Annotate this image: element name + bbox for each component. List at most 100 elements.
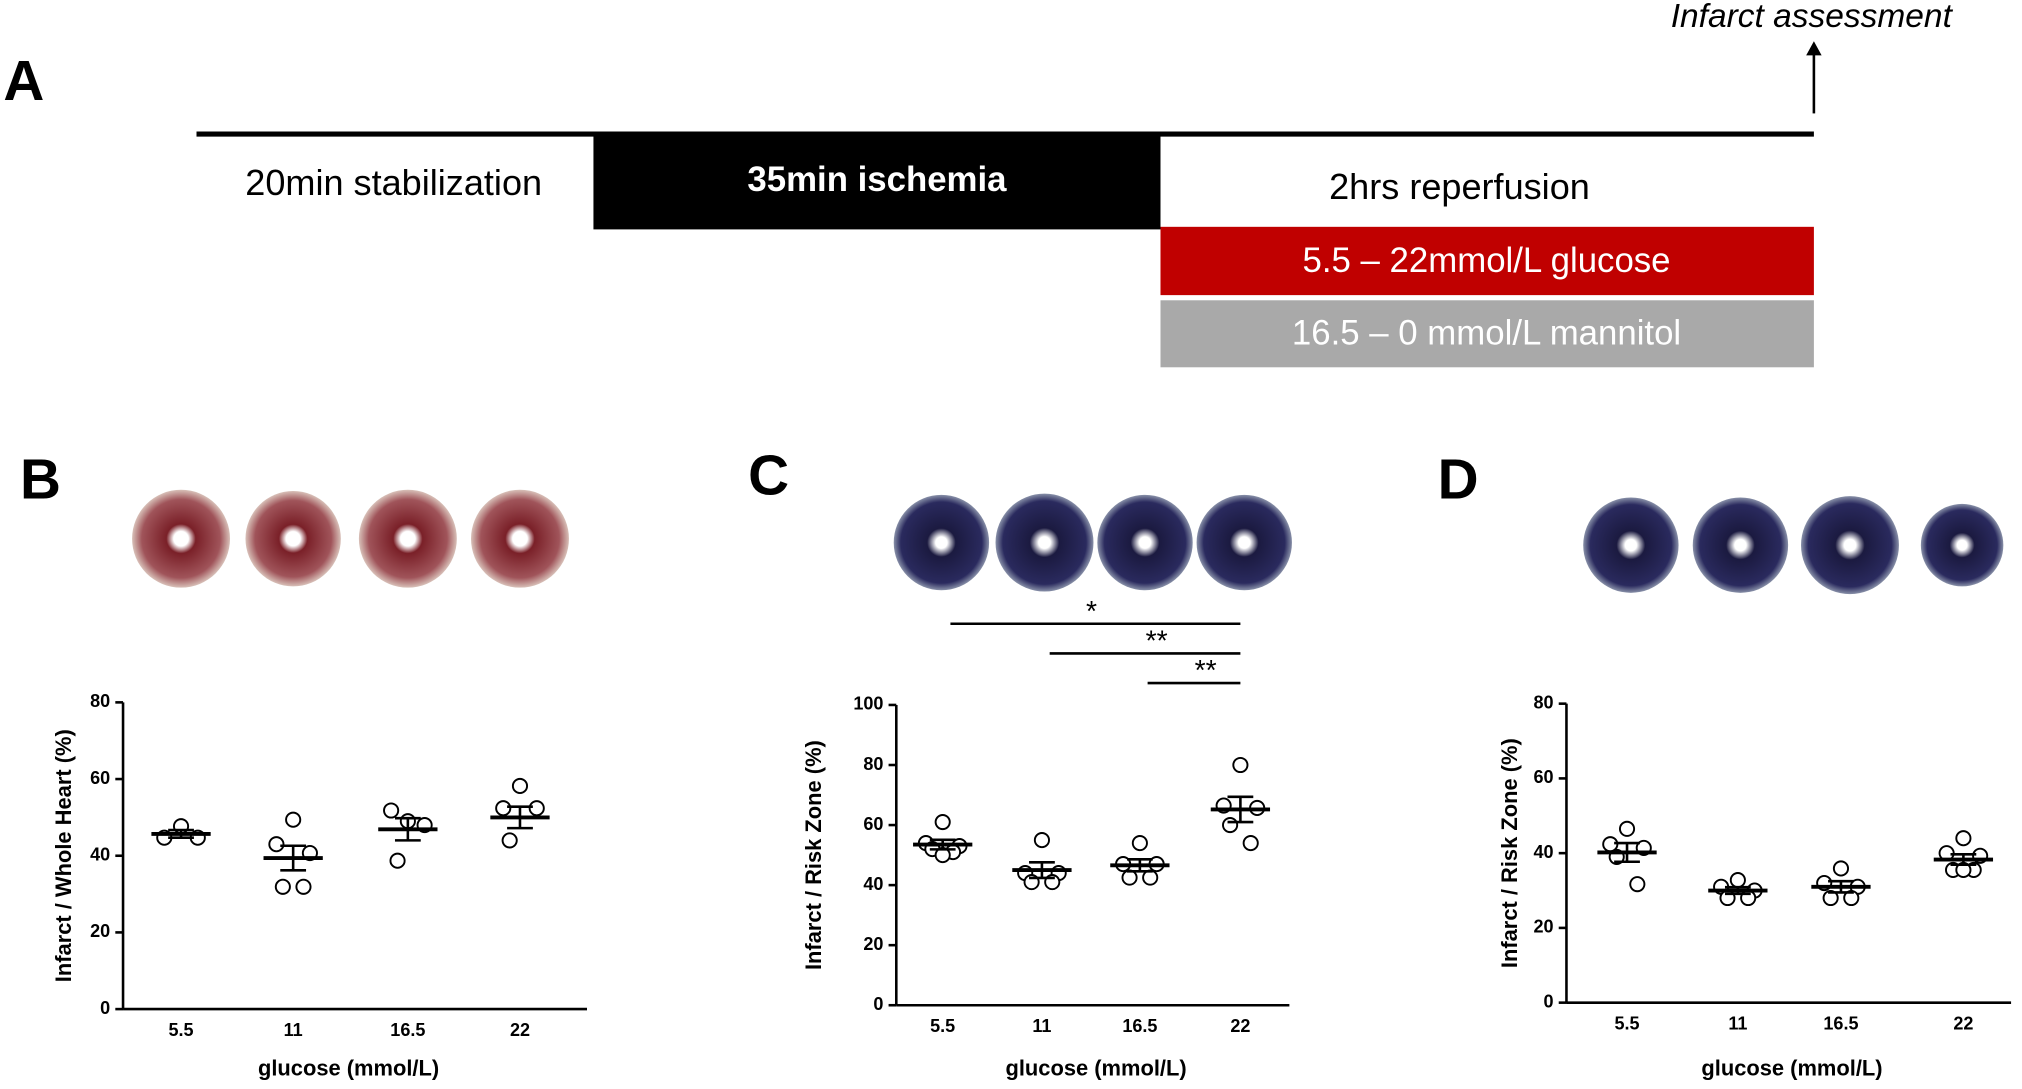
x-tick-label: 5.5	[169, 1020, 194, 1040]
x-tick-label: 22	[1230, 1016, 1250, 1036]
x-tick-label: 16.5	[1122, 1016, 1157, 1036]
y-tick-label: 100	[853, 694, 883, 714]
significance-label: *	[1086, 596, 1097, 628]
heart-slice	[1583, 497, 1679, 593]
y-tick-label: 0	[873, 994, 883, 1014]
x-tick-label: 5.5	[930, 1016, 955, 1036]
y-axis-label: Infarct / Whole Heart (%)	[51, 729, 76, 982]
endpoint-label: Infarct assessment	[1671, 0, 1954, 35]
data-point	[389, 852, 406, 869]
ischemia-box	[593, 134, 1161, 230]
heart-slice	[893, 494, 990, 591]
data-point	[1832, 860, 1850, 877]
condition-label: 5.5 – 22mmol/L glucose	[1303, 242, 1671, 280]
phase-label: 20min stabilization	[245, 162, 542, 203]
heart-slice	[1196, 494, 1292, 591]
x-axis-label: glucose (mmol/L)	[1701, 1055, 1882, 1080]
x-tick-label: 11	[284, 1020, 303, 1040]
y-tick-label: 40	[90, 845, 110, 865]
data-point	[1131, 835, 1148, 852]
panel-label: D	[1438, 448, 1479, 511]
heart-slice	[132, 489, 231, 588]
y-tick-label: 20	[90, 921, 110, 941]
x-tick-label: 22	[510, 1020, 530, 1040]
glucose-box	[1160, 226, 1814, 296]
y-axis-label: Infarct / Risk Zone (%)	[801, 740, 826, 970]
heart-slice	[1692, 497, 1789, 593]
x-tick-label: 16.5	[390, 1020, 425, 1040]
data-point	[295, 878, 312, 895]
arrow-head	[1806, 41, 1822, 56]
significance-label: **	[1146, 626, 1168, 658]
data-point	[1955, 830, 1972, 847]
y-axis-label: Infarct / Risk Zone (%)	[1497, 738, 1522, 968]
y-tick-label: 40	[863, 874, 883, 894]
x-tick-label: 16.5	[1823, 1013, 1858, 1033]
x-axis-label: glucose (mmol/L)	[258, 1055, 439, 1080]
y-tick-label: 0	[100, 998, 110, 1018]
data-point	[501, 832, 518, 849]
phase-label: 2hrs reperfusion	[1329, 166, 1590, 207]
y-tick-label: 0	[1544, 991, 1554, 1011]
x-tick-label: 11	[1728, 1013, 1747, 1033]
x-axis-label: glucose (mmol/L)	[1005, 1055, 1186, 1080]
error-bar	[1227, 795, 1254, 824]
data-point	[383, 802, 400, 819]
panel-label: C	[748, 444, 789, 507]
error-bar	[1950, 852, 1977, 867]
y-tick-label: 20	[863, 934, 883, 954]
heart-slice	[1097, 494, 1193, 591]
error-bar	[280, 844, 307, 872]
data-point	[1142, 869, 1159, 886]
condition-label: 16.5 – 0 mmol/L mannitol	[1292, 314, 1681, 352]
error-bar	[394, 816, 421, 842]
error-bar	[507, 805, 533, 830]
error-bar	[1828, 879, 1854, 894]
data-point	[268, 836, 285, 853]
y-tick-label: 60	[90, 768, 110, 788]
data-point	[1222, 817, 1239, 834]
y-tick-label: 80	[863, 754, 883, 774]
heart-slice	[1801, 496, 1899, 595]
error-bar	[168, 828, 194, 840]
data-point	[1242, 835, 1259, 852]
error-bar	[1126, 858, 1153, 873]
heart-images	[132, 489, 2004, 595]
data-point	[1121, 869, 1138, 886]
data-point	[1729, 872, 1746, 889]
data-point	[511, 777, 529, 795]
data-point	[495, 800, 512, 817]
x-tick-label: 22	[1953, 1013, 1973, 1033]
y-tick-label: 60	[863, 814, 883, 834]
significance-label: **	[1195, 655, 1217, 687]
data-point	[934, 814, 951, 831]
y-tick-label: 60	[1534, 767, 1554, 787]
data-point	[1033, 832, 1050, 849]
heart-slice	[995, 493, 1094, 592]
y-tick-label: 20	[1534, 917, 1554, 937]
data-point	[285, 811, 302, 828]
heart-slice	[1920, 503, 2004, 587]
panel-label: B	[20, 448, 61, 511]
data-point	[1629, 876, 1646, 893]
x-tick-label: 11	[1032, 1016, 1051, 1036]
data-point	[1618, 820, 1636, 837]
mannitol-box	[1160, 300, 1814, 368]
heart-slice	[358, 489, 457, 588]
panel-label: A	[3, 50, 44, 113]
y-tick-label: 80	[90, 691, 110, 711]
error-bar	[1724, 885, 1751, 896]
data-point	[1232, 756, 1249, 774]
data-point	[1822, 889, 1839, 907]
data-point	[528, 800, 545, 817]
error-bar	[929, 838, 956, 851]
error-bar	[1614, 841, 1640, 864]
data-point	[274, 878, 291, 895]
y-tick-label: 40	[1534, 842, 1554, 862]
phase-label: 35min ischemia	[747, 161, 1007, 199]
data-point	[1843, 889, 1860, 907]
heart-slice	[471, 489, 569, 588]
heart-slice	[245, 491, 341, 587]
error-bar	[1029, 861, 1055, 880]
